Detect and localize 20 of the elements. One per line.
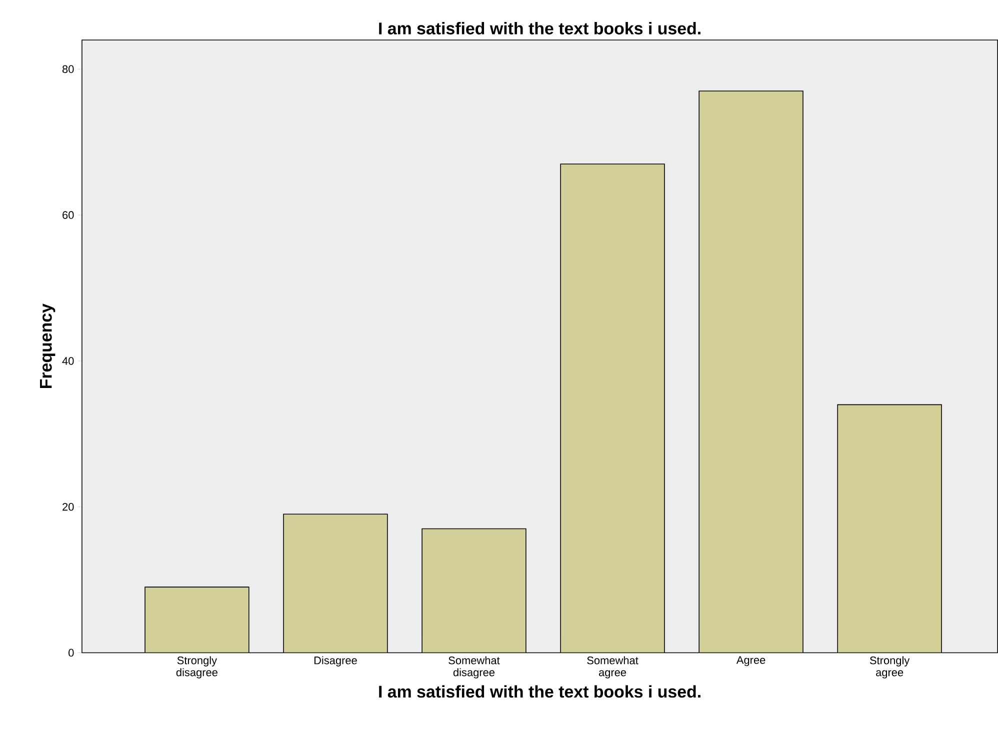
bar [422, 528, 526, 653]
y-tick-label: 0 [68, 649, 74, 657]
bar [144, 586, 250, 653]
bar [837, 404, 942, 653]
y-tick-label: 80 [62, 65, 74, 74]
x-axis-title: I am satisfied with the text books i used. [379, 685, 700, 698]
bar [698, 90, 804, 653]
y-tick-label: 40 [62, 357, 74, 365]
bar [560, 164, 665, 653]
x-tick-label: Disagree [314, 656, 357, 667]
x-tick-label: Strongly agree [870, 656, 910, 679]
y-tick-label: 60 [62, 211, 74, 220]
chart-title: I am satisfied with the text books i used. [379, 22, 700, 35]
bar [284, 514, 388, 653]
y-axis-title: Frequency [40, 304, 56, 388]
x-tick-label: Somewhat disagree [448, 656, 500, 679]
y-tick-label: 20 [62, 503, 74, 511]
x-tick-label: Agree [736, 656, 766, 666]
x-tick-label: Strongly disagree [176, 656, 218, 679]
x-tick-label: Somewhat agree [587, 656, 638, 679]
